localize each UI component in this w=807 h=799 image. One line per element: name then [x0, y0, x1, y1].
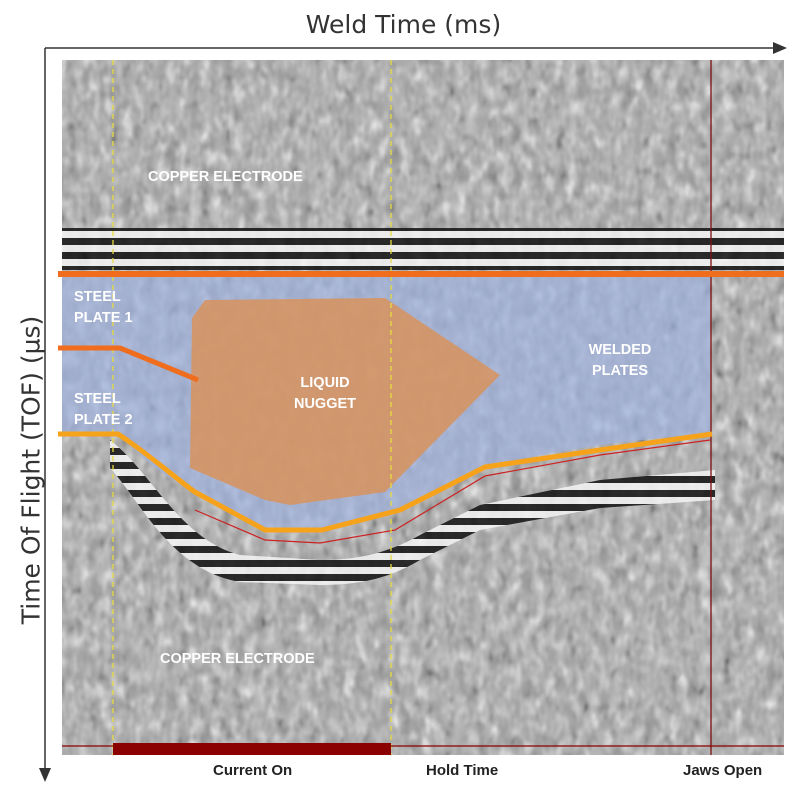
jaws-open-label: Jaws Open [683, 762, 763, 779]
x-axis-title: Weld Time (ms) [305, 10, 502, 39]
steel-plate-1-label: STEEL PLATE 1 [74, 289, 133, 326]
lower-interface-stripes [110, 440, 715, 585]
current-on-label: Current On [213, 762, 293, 779]
ultrasound-image [62, 60, 784, 755]
liquid-nugget-region [190, 298, 500, 505]
x-axis-arrow-icon [773, 42, 787, 54]
bottom-electrode-label: COPPER ELECTRODE [160, 651, 315, 667]
current-on-bar [113, 743, 391, 755]
upper-interface-stripes [62, 228, 784, 270]
top-electrode-label: COPPER ELECTRODE [148, 169, 303, 185]
y-axis-arrow-icon [39, 768, 51, 782]
liquid-nugget-label: LIQUID NUGGET [293, 375, 357, 412]
plate1-interface-line [58, 345, 199, 383]
plate2-bottom-line [58, 431, 713, 533]
hold-time-label: Hold Time [426, 762, 499, 779]
y-axis-title: Time Of Flight (TOF) (µs) [16, 315, 46, 625]
bottom-trace [194, 439, 711, 544]
welded-plates-label: WELDED PLATES [588, 342, 652, 379]
steel-plate-2-label: STEEL PLATE 2 [74, 391, 133, 428]
